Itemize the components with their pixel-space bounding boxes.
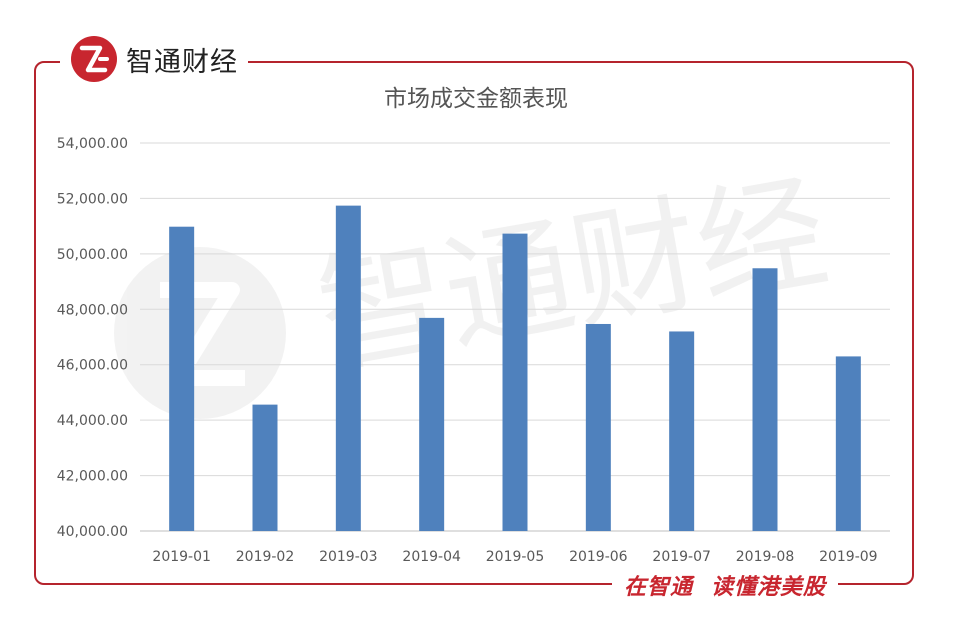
y-axis-tick-labels: 40,000.00 42,000.00 44,000.00 46,000.00 48,0… [57, 136, 128, 540]
y-tick-label: 54,000.00 [57, 136, 128, 152]
bar-2019-05 [502, 233, 528, 531]
x-tick-label: 2019-09 [819, 549, 878, 565]
bar-2019-08 [752, 268, 778, 531]
x-tick-label: 2019-04 [402, 549, 461, 565]
x-tick-label: 2019-06 [569, 549, 628, 565]
bar-2019-04 [419, 317, 445, 531]
x-tick-label: 2019-02 [236, 549, 295, 565]
x-tick-label: 2019-07 [652, 549, 711, 565]
bar-2019-06 [585, 323, 611, 531]
slogan-part-a: 在智通 [624, 575, 694, 600]
y-tick-label: 50,000.00 [57, 247, 128, 263]
x-axis-tick-labels: 2019-01 2019-02 2019-03 2019-04 2019-05 2019-… [152, 549, 877, 565]
bar-2019-03 [335, 205, 361, 532]
y-tick-label: 48,000.00 [57, 302, 128, 318]
watermark-layer: 智通财经 [114, 157, 838, 419]
bar-2019-09 [835, 356, 861, 531]
y-tick-label: 46,000.00 [57, 358, 128, 374]
brand-name: 智通财经 [126, 46, 238, 78]
watermark-logo-icon [114, 247, 286, 419]
brand-header: 智通财经 [60, 33, 248, 85]
chart-title: 市场成交金额表现 [384, 86, 568, 112]
slogan-part-b: 读懂港美股 [711, 575, 827, 600]
y-tick-label: 44,000.00 [57, 413, 128, 429]
x-tick-label: 2019-03 [319, 549, 378, 565]
chart-frame [34, 61, 914, 585]
y-tick-label: 42,000.00 [57, 469, 128, 485]
bar-2019-07 [669, 331, 695, 531]
bar-2019-02 [252, 404, 278, 531]
x-tick-label: 2019-08 [736, 549, 795, 565]
slogan: 在智通 读懂港美股 [612, 566, 839, 604]
bars [169, 205, 861, 532]
x-tick-label: 2019-05 [486, 549, 545, 565]
bar-2019-01 [169, 226, 195, 531]
x-tick-label: 2019-01 [152, 549, 211, 565]
zhitong-logo-icon [71, 36, 117, 82]
y-tick-label: 40,000.00 [57, 524, 128, 540]
y-tick-label: 52,000.00 [57, 191, 128, 207]
